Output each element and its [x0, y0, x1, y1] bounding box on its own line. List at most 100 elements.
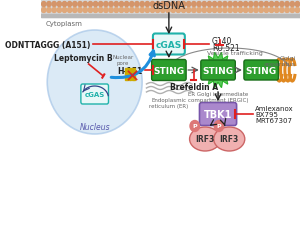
Text: IRF3: IRF3: [196, 135, 215, 144]
Circle shape: [295, 9, 300, 13]
Text: cGAS: cGAS: [85, 92, 105, 98]
Circle shape: [78, 3, 82, 8]
Circle shape: [104, 9, 108, 13]
Circle shape: [62, 3, 67, 8]
Circle shape: [254, 3, 258, 8]
Circle shape: [223, 3, 227, 8]
Circle shape: [155, 9, 160, 13]
Circle shape: [182, 9, 186, 13]
Ellipse shape: [47, 31, 142, 135]
Circle shape: [124, 9, 129, 13]
Text: H-151: H-151: [118, 66, 143, 75]
Circle shape: [290, 9, 294, 13]
Circle shape: [145, 9, 149, 13]
Text: G140: G140: [212, 36, 232, 45]
Text: Leptomycin B: Leptomycin B: [54, 53, 113, 62]
Text: RU.521: RU.521: [212, 43, 240, 52]
Circle shape: [114, 9, 118, 13]
Circle shape: [166, 3, 170, 8]
Text: TBK1: TBK1: [204, 110, 232, 119]
Circle shape: [109, 9, 113, 13]
Circle shape: [214, 121, 224, 132]
Circle shape: [259, 3, 263, 8]
Text: Brefeldin A: Brefeldin A: [170, 83, 218, 92]
Text: Nuclear
pore: Nuclear pore: [112, 55, 134, 66]
Circle shape: [202, 3, 206, 8]
Circle shape: [269, 9, 274, 13]
Circle shape: [73, 9, 77, 13]
Circle shape: [280, 3, 284, 8]
Circle shape: [83, 9, 87, 13]
Circle shape: [207, 3, 212, 8]
Circle shape: [176, 3, 181, 8]
Text: ✕: ✕: [125, 68, 140, 86]
Circle shape: [42, 3, 46, 8]
Circle shape: [88, 9, 92, 13]
Circle shape: [150, 3, 155, 8]
Text: dsDNA: dsDNA: [152, 1, 185, 11]
Circle shape: [285, 3, 289, 8]
Circle shape: [104, 3, 108, 8]
Circle shape: [197, 9, 201, 13]
Circle shape: [249, 9, 253, 13]
Circle shape: [290, 3, 294, 8]
Ellipse shape: [214, 128, 245, 151]
Circle shape: [78, 9, 82, 13]
Text: STING: STING: [153, 66, 184, 75]
Text: STING: STING: [246, 66, 277, 75]
Circle shape: [264, 3, 268, 8]
Circle shape: [140, 9, 144, 13]
Text: cGAS: cGAS: [156, 40, 182, 49]
Circle shape: [192, 3, 196, 8]
Circle shape: [161, 9, 165, 13]
Circle shape: [62, 9, 67, 13]
Text: P: P: [217, 124, 221, 129]
Text: Vesicle trafficking: Vesicle trafficking: [207, 50, 263, 55]
Circle shape: [254, 9, 258, 13]
Circle shape: [244, 3, 248, 8]
Text: IRF3: IRF3: [220, 135, 239, 144]
Circle shape: [140, 3, 144, 8]
Circle shape: [182, 3, 186, 8]
Bar: [129, 69, 131, 81]
Text: Amlexanox: Amlexanox: [255, 106, 294, 112]
Circle shape: [57, 9, 62, 13]
Circle shape: [150, 9, 155, 13]
Circle shape: [228, 9, 232, 13]
Circle shape: [259, 9, 263, 13]
Circle shape: [244, 9, 248, 13]
Text: Cytoplasm: Cytoplasm: [46, 21, 82, 27]
Circle shape: [83, 3, 87, 8]
FancyBboxPatch shape: [153, 34, 185, 55]
Circle shape: [233, 9, 238, 13]
Polygon shape: [202, 53, 234, 88]
Circle shape: [47, 9, 51, 13]
Circle shape: [47, 3, 51, 8]
Circle shape: [264, 9, 268, 13]
Circle shape: [93, 3, 98, 8]
Text: ODNTTAGGG (A151): ODNTTAGGG (A151): [5, 40, 90, 49]
Circle shape: [99, 9, 103, 13]
Text: Endoplasmic
reticulum (ER): Endoplasmic reticulum (ER): [149, 98, 188, 108]
FancyArrowPatch shape: [111, 52, 154, 78]
Text: BX795: BX795: [255, 112, 278, 117]
Circle shape: [238, 3, 243, 8]
Circle shape: [280, 9, 284, 13]
Circle shape: [145, 3, 149, 8]
Circle shape: [109, 3, 113, 8]
Circle shape: [52, 9, 56, 13]
Text: P: P: [192, 124, 197, 129]
Circle shape: [114, 3, 118, 8]
Bar: [41, 0, 300, 18]
Circle shape: [295, 3, 300, 8]
Circle shape: [171, 3, 175, 8]
Circle shape: [73, 3, 77, 8]
Text: Nucleus: Nucleus: [80, 122, 110, 131]
Circle shape: [166, 9, 170, 13]
Circle shape: [212, 3, 217, 8]
Circle shape: [192, 9, 196, 13]
Circle shape: [119, 3, 124, 8]
Circle shape: [249, 3, 253, 8]
Circle shape: [274, 3, 279, 8]
Circle shape: [223, 9, 227, 13]
